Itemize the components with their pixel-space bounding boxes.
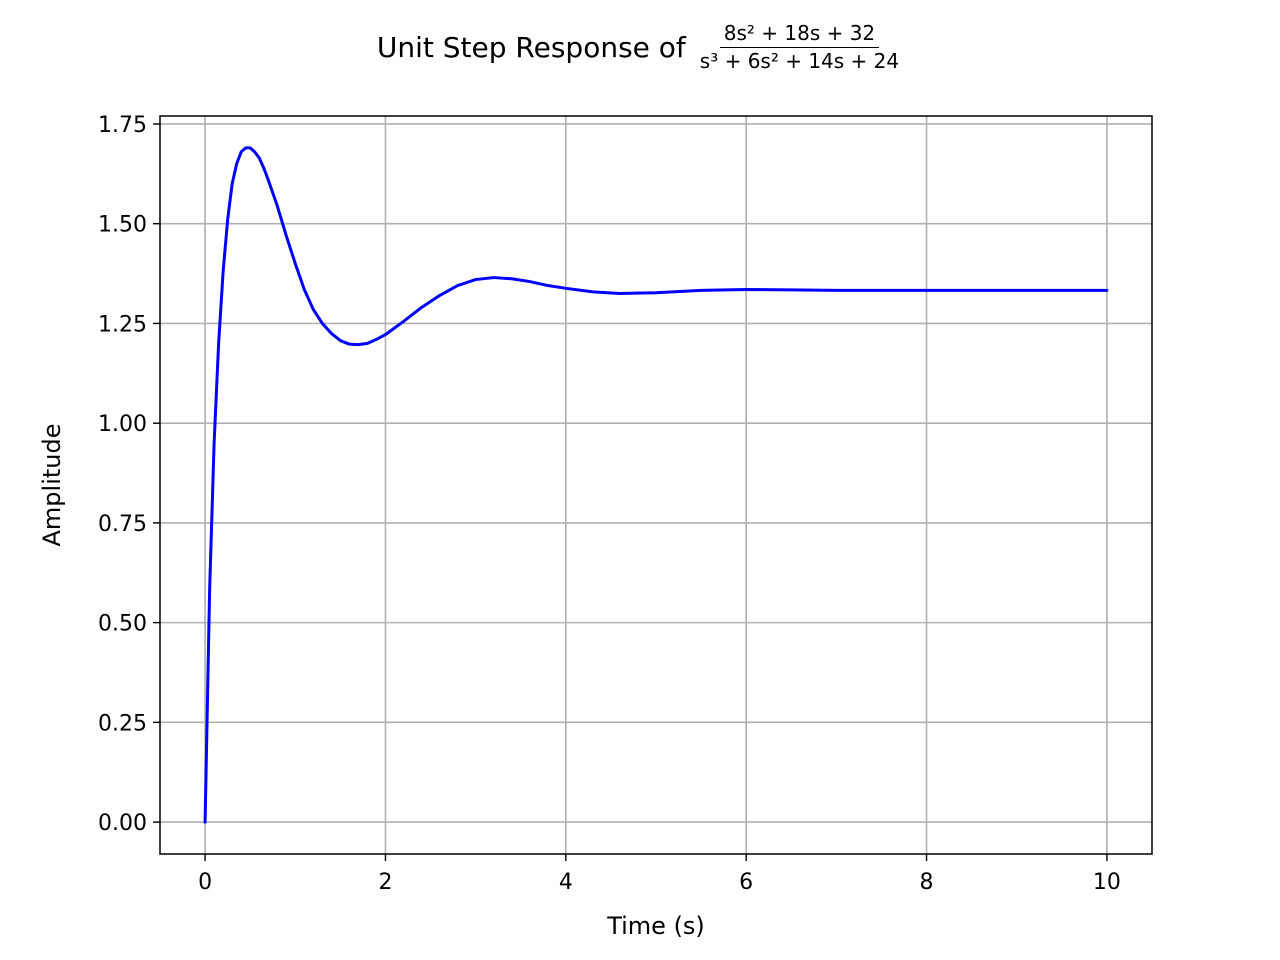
title-fraction: 8s² + 18s + 32 s³ + 6s² + 14s + 24 bbox=[696, 22, 903, 73]
y-tick-label: 1.25 bbox=[98, 312, 147, 337]
x-tick-label: 4 bbox=[559, 870, 573, 895]
x-tick-label: 6 bbox=[739, 870, 753, 895]
y-tick-label: 0.00 bbox=[98, 811, 147, 836]
fraction-numerator: 8s² + 18s + 32 bbox=[719, 22, 880, 48]
y-tick-label: 0.75 bbox=[98, 512, 147, 537]
x-axis-label: Time (s) bbox=[606, 912, 705, 940]
x-tick-label: 10 bbox=[1093, 870, 1121, 895]
plot-frame bbox=[159, 115, 1153, 855]
y-tick-label: 1.00 bbox=[98, 412, 147, 437]
x-tick-label: 0 bbox=[198, 870, 212, 895]
series-line-step-response bbox=[203, 146, 1109, 824]
x-tick-label: 8 bbox=[920, 870, 934, 895]
y-tick-label: 1.50 bbox=[98, 213, 147, 238]
y-tick-label: 0.25 bbox=[98, 711, 147, 736]
title-text: Unit Step Response of bbox=[376, 31, 686, 64]
y-tick-label: 0.50 bbox=[98, 612, 147, 637]
grid-layer bbox=[160, 116, 1152, 854]
y-axis-label: Amplitude bbox=[38, 424, 66, 547]
y-tick-label: 1.75 bbox=[98, 113, 147, 138]
x-tick-label: 2 bbox=[378, 870, 392, 895]
fraction-denominator: s³ + 6s² + 14s + 24 bbox=[699, 49, 900, 73]
tick-layer: 0 2 4 6 8 10 0.00 0.25 0.50 0.75 1.00 1.25 1.50 1.75 bbox=[98, 113, 1121, 895]
chart-title: Unit Step Response of 8s² + 18s + 32 s³ … bbox=[0, 22, 1280, 73]
plot-layer bbox=[203, 146, 1109, 824]
